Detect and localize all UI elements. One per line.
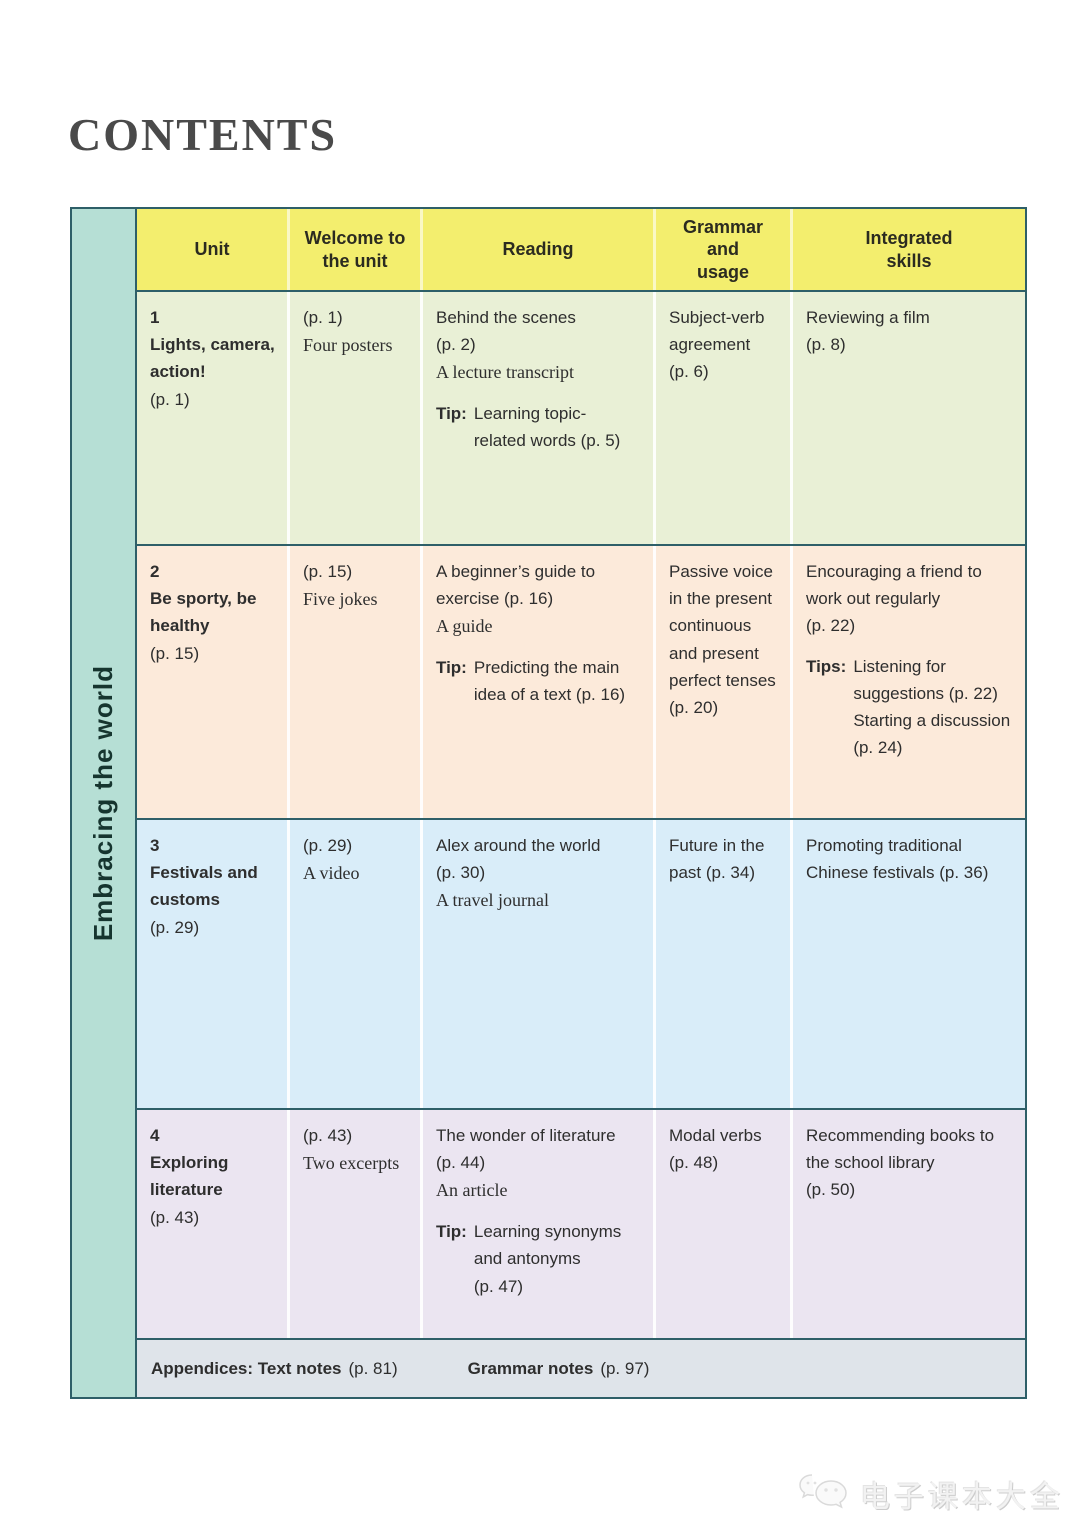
- unit-title: Exploring literature: [150, 1153, 229, 1200]
- integrated-main: Promoting traditional Chinese festivals …: [806, 836, 989, 883]
- reading-genre: A guide: [436, 616, 493, 637]
- table-row: 3 Festivals and customs (p. 29) (p. 29) …: [137, 820, 1025, 1110]
- welcome-page: (p. 29): [303, 836, 353, 855]
- integrated-skills-cell: Encouraging a friend to work out regular…: [790, 546, 1025, 818]
- unit-number: 3: [150, 836, 160, 855]
- welcome-page: (p. 15): [303, 562, 353, 581]
- header-cell-unit: Unit: [194, 239, 230, 260]
- tip-text: Learning synonyms and antonyms (p. 47): [473, 1222, 622, 1296]
- integrated-skills-cell: Reviewing a film (p. 8): [790, 292, 1025, 544]
- appendices-label: Appendices: Text notes: [151, 1358, 342, 1378]
- header-cell-reading: Reading: [420, 209, 653, 290]
- grammar-cell: Passive voice in the present continuous …: [653, 546, 790, 818]
- page-title: CONTENTS: [68, 109, 338, 160]
- contents-grid: Unit Welcome to the unit Reading Grammar…: [137, 209, 1025, 1397]
- tip-label: Tip:: [436, 658, 467, 678]
- reading-genre: A travel journal: [436, 890, 549, 911]
- unit-number: 1: [150, 308, 160, 327]
- reading-title: Alex around the world (p. 30): [436, 836, 601, 883]
- table-row: 2 Be sporty, be healthy (p. 15) (p. 15) …: [137, 546, 1025, 820]
- welcome-cell: (p. 43) Two excerpts: [287, 1110, 420, 1338]
- unit-cell: 1 Lights, camera, action! (p. 1): [137, 292, 287, 544]
- grammar-notes-label: Grammar notes: [467, 1358, 594, 1378]
- integrated-skills-cell: Promoting traditional Chinese festivals …: [790, 820, 1025, 1108]
- unit-page: (p. 1): [150, 389, 190, 409]
- watermark: 电子课本大全: [798, 1471, 1064, 1516]
- grammar-notes-page: (p. 97): [600, 1358, 650, 1378]
- table-row: 4 Exploring literature (p. 43) (p. 43) T…: [137, 1110, 1025, 1340]
- integrated-main: Encouraging a friend to work out regular…: [806, 562, 982, 636]
- unit-number: 2: [150, 562, 160, 581]
- header-cell-integrated: Integrated skills: [790, 209, 1025, 290]
- grammar-cell: Modal verbs (p. 48): [653, 1110, 790, 1338]
- table-row: 1 Lights, camera, action! (p. 1) (p. 1) …: [137, 292, 1025, 546]
- reading-title: The wonder of literature (p. 44): [436, 1126, 616, 1173]
- tip-text: Listening for suggestions (p. 22) Starti…: [853, 656, 1011, 758]
- unit-cell: 2 Be sporty, be healthy (p. 15): [137, 546, 287, 818]
- theme-band-label: Embracing the world: [88, 664, 118, 942]
- integrated-skills-cell: Recommending books to the school library…: [790, 1110, 1025, 1338]
- reading-cell: Alex around the world (p. 30) A travel j…: [420, 820, 653, 1108]
- reading-cell: The wonder of literature (p. 44) An arti…: [420, 1110, 653, 1338]
- reading-tip: Tip: Learning topic- related words (p. 5…: [436, 400, 645, 454]
- unit-cell: 4 Exploring literature (p. 43): [137, 1110, 287, 1338]
- grammar-cell: Future in the past (p. 34): [653, 820, 790, 1108]
- grammar-cell: Subject-verb agreement (p. 6): [653, 292, 790, 544]
- appendices-page: (p. 81): [348, 1358, 398, 1378]
- contents-table: Embracing the world Unit Welcome to the …: [70, 207, 1027, 1399]
- welcome-cell: (p. 15) Five jokes: [287, 546, 420, 818]
- unit-title: Be sporty, be healthy: [150, 589, 257, 636]
- unit-number: 4: [150, 1126, 160, 1145]
- watermark-text: 电子课本大全: [860, 1480, 1064, 1514]
- welcome-page: (p. 1): [303, 308, 343, 327]
- welcome-cell: (p. 1) Four posters: [287, 292, 420, 544]
- reading-tip: Tip: Predicting the main idea of a text …: [436, 654, 645, 708]
- welcome-item: Four posters: [303, 335, 393, 356]
- unit-title: Festivals and customs: [150, 863, 258, 910]
- table-header-row: Unit Welcome to the unit Reading Grammar…: [137, 209, 1025, 292]
- welcome-page: (p. 43): [303, 1126, 353, 1145]
- reading-genre: An article: [436, 1180, 508, 1201]
- reading-title: A beginner’s guide to exercise (p. 16): [436, 562, 596, 609]
- unit-title: Lights, camera, action!: [150, 335, 275, 382]
- unit-cell: 3 Festivals and customs (p. 29): [137, 820, 287, 1108]
- integrated-main: Reviewing a film (p. 8): [806, 308, 930, 355]
- unit-page: (p. 15): [150, 643, 200, 663]
- tip-text: Learning topic- related words (p. 5): [473, 404, 621, 451]
- wechat-bubbles-icon: [798, 1471, 850, 1516]
- tip-label: Tip:: [436, 1222, 467, 1242]
- unit-page: (p. 43): [150, 1207, 200, 1227]
- welcome-item: Two excerpts: [303, 1153, 400, 1174]
- welcome-item: Five jokes: [303, 589, 378, 610]
- theme-band: Embracing the world: [72, 209, 137, 1397]
- tip-text: Predicting the main idea of a text (p. 1…: [473, 658, 626, 705]
- reading-cell: Behind the scenes (p. 2) A lecture trans…: [420, 292, 653, 544]
- reading-genre: A lecture transcript: [436, 362, 574, 383]
- integrated-tip: Tips: Listening for suggestions (p. 22) …: [806, 653, 1017, 762]
- welcome-item: A video: [303, 863, 360, 884]
- integrated-main: Recommending books to the school library…: [806, 1126, 995, 1200]
- header-cell-welcome: Welcome to the unit: [287, 209, 420, 290]
- reading-cell: A beginner’s guide to exercise (p. 16) A…: [420, 546, 653, 818]
- reading-title: Behind the scenes (p. 2): [436, 308, 576, 355]
- unit-page: (p. 29): [150, 917, 200, 937]
- appendices-row: Appendices: Text notes (p. 81) Grammar n…: [137, 1340, 1025, 1397]
- welcome-cell: (p. 29) A video: [287, 820, 420, 1108]
- tip-label: Tips:: [806, 656, 847, 676]
- header-cell-grammar: Grammar and usage: [653, 209, 790, 290]
- reading-tip: Tip: Learning synonyms and antonyms (p. …: [436, 1218, 645, 1300]
- tip-label: Tip:: [436, 404, 467, 424]
